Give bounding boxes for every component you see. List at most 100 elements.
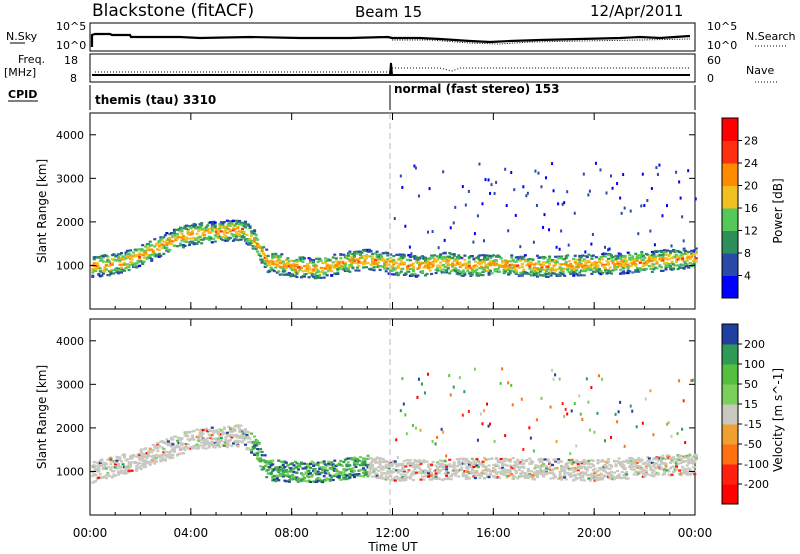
range-gate-cell [290, 273, 294, 277]
range-gate-cell [410, 474, 414, 477]
range-gate-cell [127, 252, 131, 255]
range-gate-cell [526, 258, 530, 261]
range-gate-cell [653, 473, 657, 476]
range-gate-cell [381, 460, 385, 463]
range-gate-cell [549, 259, 553, 262]
range-gate-cell [454, 267, 458, 270]
range-gate-cell [419, 478, 423, 481]
nsearch-tick-bottom: 10^0 [707, 39, 737, 52]
range-gate-cell [652, 253, 656, 256]
range-gate-cell [118, 263, 122, 266]
colorbar-segment [722, 230, 738, 254]
range-gate-cell [433, 469, 437, 473]
range-gate-cell [395, 463, 399, 466]
range-gate-cell [215, 440, 219, 443]
range-gate-cell [566, 464, 570, 467]
range-gate-cell [649, 466, 653, 469]
range-gate-cell [195, 447, 199, 450]
range-gate-cell [555, 245, 558, 249]
range-gate-cell [142, 254, 146, 257]
range-gate-cell [351, 457, 355, 461]
range-gate-cell [672, 470, 676, 473]
range-gate-cell [410, 274, 414, 277]
range-gate-cell [256, 246, 260, 249]
range-gate-cell [301, 256, 305, 259]
range-gate-cell [676, 267, 680, 271]
range-gate-cell [496, 476, 500, 479]
range-gate-cell [693, 249, 696, 253]
range-gate-cell [649, 461, 653, 464]
range-gate-cell [579, 412, 582, 416]
range-gate-cell [591, 464, 595, 467]
range-gate-cell [496, 267, 500, 271]
range-gate-cell [358, 250, 362, 253]
range-gate-cell [342, 268, 346, 271]
range-gate-cell [587, 253, 591, 256]
range-gate-cell [470, 468, 474, 472]
range-gate-cell [505, 468, 509, 472]
range-gate-cell [115, 455, 119, 458]
range-gate-cell [481, 460, 485, 463]
range-gate-cell [451, 256, 455, 260]
range-gate-cell [242, 224, 246, 228]
range-gate-cell [206, 431, 210, 434]
range-gate-cell [634, 263, 638, 266]
range-gate-cell [154, 453, 158, 457]
range-gate-cell [377, 261, 381, 264]
range-gate-cell [298, 266, 302, 269]
range-gate-cell [115, 259, 119, 262]
range-gate-cell [442, 252, 446, 255]
range-gate-cell [572, 267, 576, 270]
range-gate-cell [543, 464, 547, 467]
range-gate-cell [148, 254, 152, 257]
range-gate-cell [685, 470, 689, 473]
range-gate-cell [600, 253, 604, 256]
range-gate-cell [369, 468, 373, 471]
range-gate-cell [481, 465, 485, 468]
range-gate-cell [103, 267, 107, 270]
range-gate-cell [284, 263, 288, 266]
range-gate-cell [198, 434, 202, 437]
range-gate-cell [564, 256, 568, 260]
range-gate-cell [532, 471, 536, 474]
range-gate-cell [534, 466, 538, 469]
range-gate-cell [495, 180, 498, 184]
range-gate-cell [119, 256, 123, 260]
range-gate-cell [520, 257, 524, 261]
range-gate-cell [545, 467, 549, 470]
range-gate-cell [676, 454, 680, 457]
range-gate-cell [652, 259, 656, 262]
range-gate-cell [476, 438, 479, 442]
range-gate-cell [532, 272, 536, 275]
nave-label: Nave [746, 64, 774, 77]
colorbar-segment [722, 444, 738, 465]
range-gate-cell [402, 255, 406, 258]
range-gate-cell [360, 251, 364, 254]
range-gate-cell [569, 272, 573, 275]
range-gate-cell [95, 467, 99, 471]
range-gate-cell [538, 471, 542, 474]
range-gate-cell [260, 258, 264, 261]
range-gate-cell [121, 453, 125, 457]
range-gate-cell [316, 463, 320, 467]
range-gate-cell [207, 433, 211, 436]
range-gate-cell [528, 257, 532, 261]
range-gate-cell [240, 235, 244, 239]
range-gate-cell [479, 273, 483, 277]
range-gate-cell [579, 471, 583, 474]
range-gate-cell [476, 257, 480, 260]
range-gate-cell [395, 271, 399, 274]
range-gate-cell [616, 257, 620, 260]
range-gate-cell [516, 458, 520, 461]
range-gate-cell [225, 431, 229, 434]
range-gate-cell [653, 462, 657, 465]
range-gate-cell [371, 252, 375, 255]
range-gate-cell [374, 458, 378, 461]
colorbar-tick-label: 28 [744, 135, 758, 148]
range-gate-cell [348, 270, 352, 273]
range-gate-cell [138, 252, 142, 255]
range-gate-cell [461, 462, 465, 465]
range-gate-cell [436, 469, 440, 472]
range-gate-cell [672, 456, 676, 459]
range-gate-cell [192, 444, 196, 447]
